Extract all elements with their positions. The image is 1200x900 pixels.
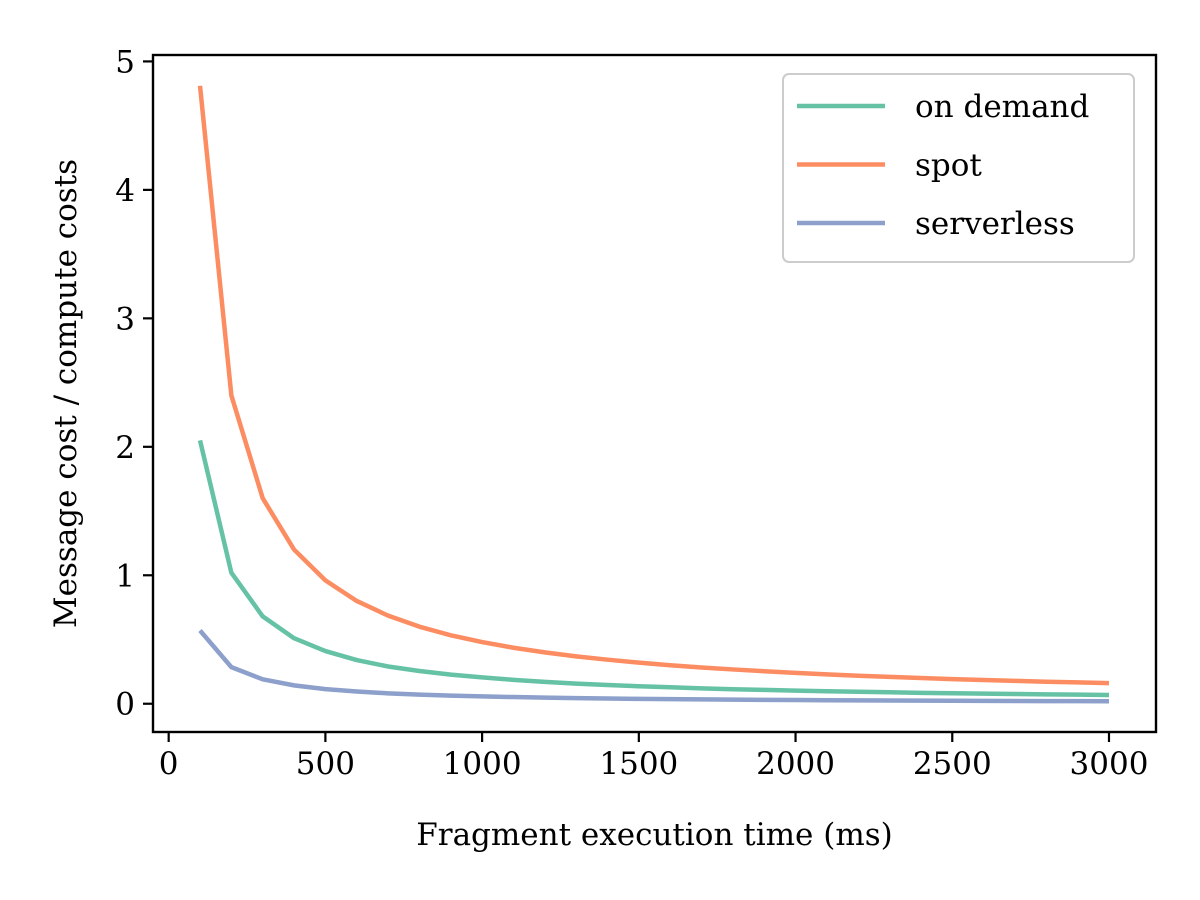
x-tick-label: 2500: [913, 746, 992, 782]
x-tick-label: 3000: [1070, 746, 1149, 782]
y-tick-label: 2: [115, 430, 135, 466]
y-tick-label: 0: [115, 687, 135, 723]
x-tick-label: 500: [296, 746, 355, 782]
x-axis-label: Fragment execution time (ms): [416, 817, 893, 853]
x-tick-label: 2000: [756, 746, 835, 782]
y-axis-ticks: 0 1 2 3 4 5: [115, 44, 153, 723]
y-tick-label: 3: [115, 301, 135, 337]
legend-label-spot: spot: [915, 148, 982, 184]
y-tick-label: 5: [115, 44, 135, 80]
x-tick-label: 1500: [599, 746, 678, 782]
y-tick-label: 1: [115, 558, 135, 594]
x-tick-label: 1000: [443, 746, 522, 782]
y-tick-label: 4: [115, 173, 135, 209]
legend: on demand spot serverless: [782, 73, 1135, 263]
plot-frame: [151, 53, 1158, 734]
legend-box: [782, 73, 1135, 263]
legend-items: on demand spot serverless: [797, 89, 1089, 242]
series-line-on-demand: [197, 439, 1110, 698]
legend-label-on-demand: on demand: [915, 89, 1089, 125]
series-line-serverless: [198, 629, 1109, 704]
series-line-spot: [197, 85, 1110, 686]
y-axis-label: Message cost / compute costs: [48, 159, 84, 628]
x-axis-ticks: 0 500 1000 1500 2000 2500 3000: [159, 732, 1149, 782]
series-layer: [197, 85, 1110, 704]
legend-label-serverless: serverless: [915, 206, 1075, 242]
x-tick-label: 0: [159, 746, 179, 782]
